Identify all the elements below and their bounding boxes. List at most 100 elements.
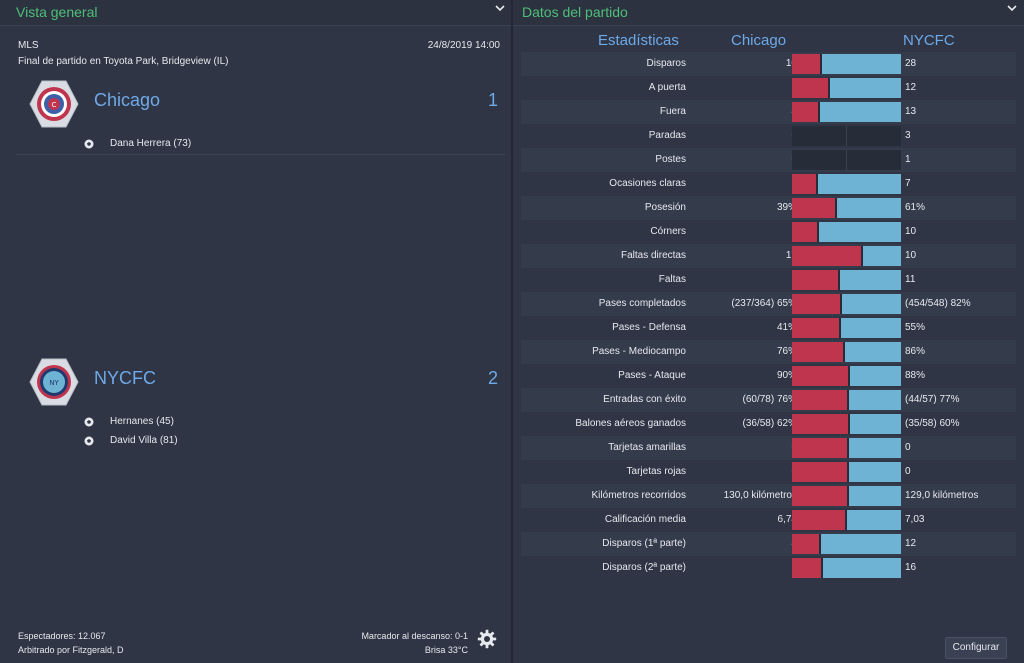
stat-home-value: (36/58) 62% (742, 418, 797, 429)
stats-column-header[interactable]: Estadísticas (598, 32, 679, 49)
stat-comparison-bar (792, 342, 901, 362)
stat-away-value: 16 (905, 562, 917, 573)
stat-comparison-bar (792, 198, 901, 218)
home-share-bar (792, 534, 819, 554)
stat-row: Tarjetas amarillas00 (521, 436, 1016, 460)
stat-row: Paradas03 (521, 124, 1016, 148)
stat-label: Ocasiones claras (609, 178, 686, 189)
home-share-bar (792, 510, 845, 530)
home-share-bar (792, 366, 848, 386)
away-share-bar (819, 222, 901, 242)
stat-comparison-bar (792, 318, 901, 338)
match-stats-panel: Datos del partido Estadísticas Chicago N… (513, 0, 1024, 663)
stat-away-value: 61% (905, 202, 926, 213)
away-share-bar (845, 342, 901, 362)
away-team-name[interactable]: NYCFC (94, 368, 156, 388)
home-share-bar (792, 558, 821, 578)
stat-row: Córners310 (521, 220, 1016, 244)
football-icon (84, 139, 94, 149)
stat-comparison-bar (792, 102, 901, 122)
configure-button[interactable]: Configurar (945, 637, 1007, 659)
stat-label: Postes (655, 154, 686, 165)
goal-scorer-name[interactable]: Dana Herrera (73) (110, 138, 192, 149)
stat-row: Fuera413 (521, 100, 1016, 124)
stat-comparison-bar (792, 150, 901, 170)
stat-row: Entradas con éxito (60/78) 76% (44/57) 77% (521, 388, 1016, 412)
stat-home-value: 76% (776, 346, 797, 357)
stat-away-value: 88% (905, 370, 926, 381)
stat-away-value: 3 (905, 130, 911, 141)
svg-text:NY: NY (49, 379, 59, 387)
stat-home-value: 17 (786, 250, 797, 261)
stat-row: Faltas811 (521, 268, 1016, 292)
stat-row: Disparos (2ª parte)616 (521, 556, 1016, 580)
stat-row: Balones aéreos ganados (36/58) 62% (35/58)… (521, 412, 1016, 436)
stat-home-value: 10 (786, 58, 797, 69)
stat-comparison-bar (792, 366, 901, 386)
stat-comparison-bar (792, 534, 901, 554)
away-share-bar (849, 438, 901, 458)
home-share-bar (792, 198, 835, 218)
stat-comparison-bar (792, 558, 901, 578)
stat-row: Postes01 (521, 148, 1016, 172)
goal-scorer-name[interactable]: Hernanes (45) (110, 416, 174, 427)
stat-label: Fuera (659, 106, 686, 117)
home-column-header[interactable]: Chicago (731, 32, 787, 49)
referee: Arbitrado por Fitzgerald, D (18, 645, 124, 655)
stat-label: Faltas directas (620, 250, 686, 261)
stat-label: Disparos (2ª parte) (602, 562, 686, 573)
stat-label: Córners (650, 226, 686, 237)
stat-row: A puerta612 (521, 76, 1016, 100)
home-team-score: 1 (487, 90, 498, 110)
away-share-bar (849, 486, 901, 506)
stat-away-value: 55% (905, 322, 926, 333)
stat-away-value: 11 (905, 274, 916, 285)
stat-comparison-bar (792, 78, 901, 98)
home-share-bar (792, 102, 818, 122)
stat-away-value: 12 (905, 82, 917, 93)
stat-home-value: 130,0 kilómetros (723, 490, 797, 501)
stat-comparison-bar (792, 174, 901, 194)
stat-label: Faltas (658, 274, 686, 285)
home-team-name[interactable]: Chicago (94, 90, 161, 110)
gear-icon[interactable] (477, 629, 497, 649)
stat-away-value: 12 (905, 538, 917, 549)
stat-row: Faltas directas 17 10 (521, 244, 1016, 268)
goal-scorer-name[interactable]: David Villa (81) (110, 435, 178, 446)
chevron-down-icon[interactable] (494, 2, 506, 14)
stat-away-value: 86% (905, 346, 926, 357)
stat-comparison-bar (792, 438, 901, 458)
stat-label: Paradas (648, 130, 686, 141)
away-share-bar (849, 390, 901, 410)
stat-row: Disparos 10 28 (521, 52, 1016, 76)
stat-row: Posesión 39% 61% (521, 196, 1016, 220)
away-share-bar (840, 270, 901, 290)
home-share-bar (792, 390, 847, 410)
chevron-down-icon[interactable] (1006, 2, 1018, 14)
competition-name: MLS (18, 40, 39, 51)
away-share-bar (850, 414, 901, 434)
away-column-header[interactable]: NYCFC (903, 32, 955, 49)
stat-away-value: (454/548) 82% (905, 298, 971, 309)
stat-comparison-bar (792, 54, 901, 74)
stat-label: Pases - Mediocampo (592, 346, 686, 357)
away-share-bar (847, 510, 901, 530)
home-share-bar (792, 342, 843, 362)
stat-away-value: 129,0 kilómetros (905, 490, 979, 501)
attendance: Espectadores: 12.067 (18, 631, 106, 641)
stat-away-value: 10 (905, 250, 917, 261)
away-share-bar (821, 534, 901, 554)
stat-comparison-bar (792, 294, 901, 314)
stat-label: Tarjetas rojas (626, 466, 686, 477)
stat-row: Pases completados (237/364) 65% (454/548) … (521, 292, 1016, 316)
bar-center-line (846, 150, 847, 170)
stat-comparison-bar (792, 462, 901, 482)
stat-label: Posesión (644, 202, 686, 213)
nycfc-crest-icon: NY (29, 358, 79, 406)
home-share-bar (792, 294, 840, 314)
away-share-bar (830, 78, 901, 98)
stat-label: Disparos (646, 58, 686, 69)
halftime-score: Marcador al descanso: 0-1 (361, 631, 468, 641)
stat-home-value: 90% (776, 370, 797, 381)
overview-title: Vista general (16, 4, 98, 20)
